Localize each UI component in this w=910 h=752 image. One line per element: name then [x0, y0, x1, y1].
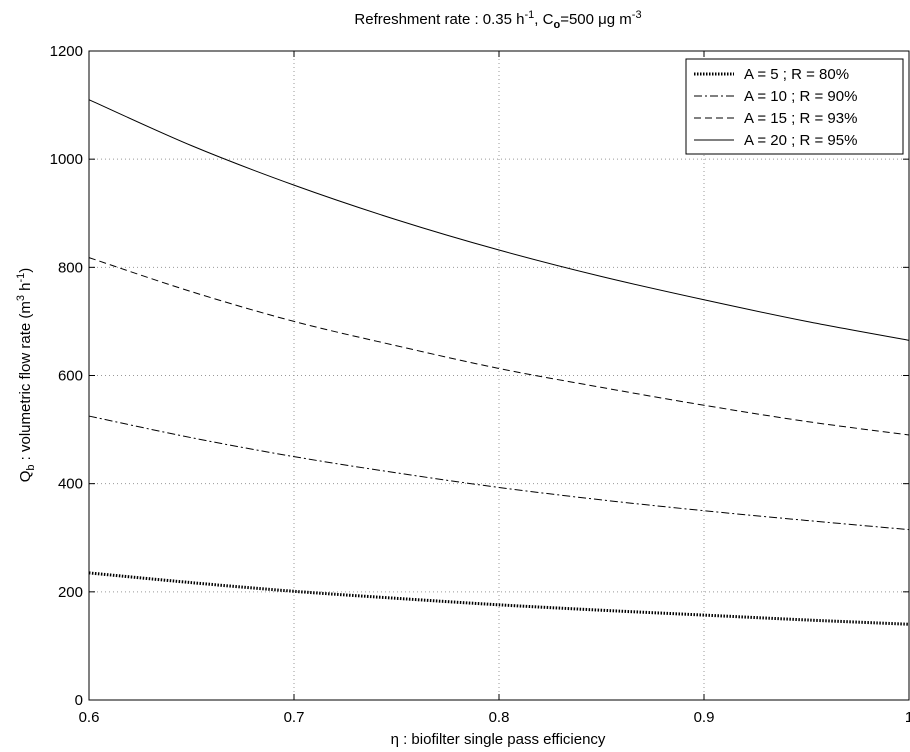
title-main: Refreshment rate : 0.35 h	[354, 11, 524, 28]
title-sup: -1	[525, 9, 535, 21]
x-tick-label: 0.8	[489, 709, 510, 726]
ylabel-end: )	[17, 268, 34, 273]
ylabel-mid2: h	[17, 282, 34, 295]
x-tick-label: 0.6	[79, 709, 100, 726]
ylabel-sup2: -1	[15, 273, 27, 283]
ylabel-sup: 3	[15, 295, 27, 301]
title-mid: , C	[534, 11, 553, 28]
ylabel-main: Q	[17, 471, 34, 483]
y-tick-label: 800	[58, 259, 83, 276]
series-line	[88, 99, 910, 341]
title-sup2: -3	[632, 9, 642, 21]
y-tick-label: 400	[58, 476, 83, 493]
ylabel-sub: b	[25, 465, 37, 471]
title-sub: o	[553, 19, 560, 31]
y-tick-label: 0	[75, 692, 83, 709]
ticks: 0.6 0.7 0.8 0.9 1 0 200 400 600 800 1000 1200	[50, 43, 910, 726]
y-tick-label: 1000	[50, 151, 83, 168]
series-layer	[88, 99, 910, 626]
ylabel-mid: : volumetric flow rate (m	[17, 301, 34, 464]
x-tick-label: 0.7	[284, 709, 305, 726]
series-line	[88, 415, 910, 531]
legend-label: A = 20 ; R = 95%	[744, 132, 857, 149]
legend-label: A = 15 ; R = 93%	[744, 110, 857, 127]
legend: A = 5 ; R = 80% A = 10 ; R = 90% A = 15 ; …	[685, 58, 904, 155]
x-tick-label: 0.9	[694, 709, 715, 726]
y-tick-label: 600	[58, 368, 83, 385]
series-line	[88, 571, 910, 626]
y-axis-label: Qb : volumetric flow rate (m3 h-1)	[15, 268, 37, 483]
y-tick-label: 1200	[50, 43, 83, 60]
legend-label: A = 5 ; R = 80%	[744, 66, 849, 83]
x-tick-label: 1	[905, 709, 910, 726]
chart-title: Refreshment rate : 0.35 h-1, Co=500 μg m…	[354, 9, 641, 31]
legend-label: A = 10 ; R = 90%	[744, 88, 857, 105]
title-tail: =500 μg m	[560, 11, 632, 28]
x-axis-label: η : biofilter single pass efficiency	[391, 731, 606, 748]
series-line	[88, 257, 910, 436]
y-tick-label: 200	[58, 584, 83, 601]
